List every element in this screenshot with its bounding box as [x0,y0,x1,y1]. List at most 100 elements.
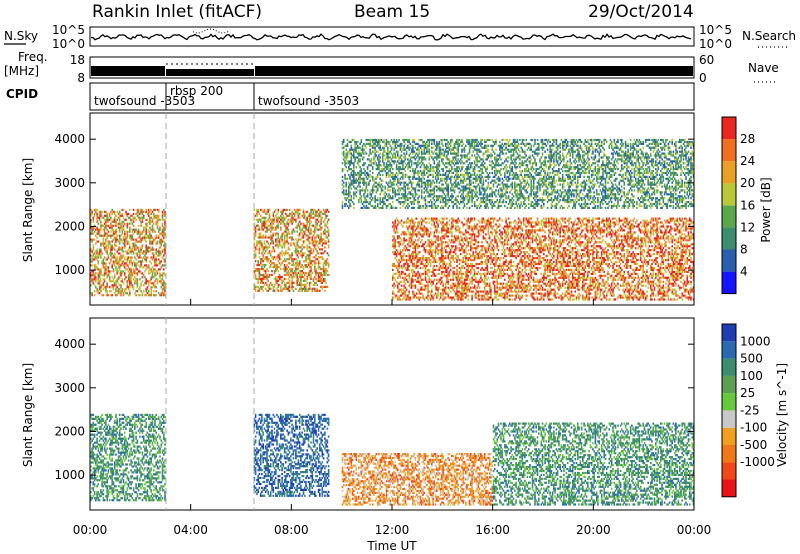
echo-cell [93,282,95,284]
echo-cell [502,285,504,287]
echo-cell [270,242,272,244]
echo-cell [317,219,319,221]
echo-cell [520,239,522,241]
echo-cell [288,229,290,231]
echo-cell [106,237,108,239]
echo-cell [465,229,467,231]
echo-cell [424,298,426,300]
echo-cell [481,247,483,249]
echo-cell [398,263,400,265]
echo-cell [261,209,263,211]
echo-cell [447,279,449,281]
echo-cell [278,211,280,213]
echo-cell [454,291,456,293]
echo-cell [148,270,150,272]
echo-cell [403,265,405,267]
echo-cell [157,264,159,266]
echo-cell [449,239,451,241]
echo-cell [120,264,122,266]
echo-cell [512,298,514,300]
echo-cell [132,235,134,237]
echo-cell [284,223,286,225]
echo-cell [154,231,156,233]
echo-cell [500,273,502,275]
echo-cell [441,223,443,225]
echo-cell [296,254,298,256]
echo-cell [474,269,476,271]
echo-cell [488,259,490,261]
echo-cell [260,234,262,236]
echo-cell [435,253,437,255]
echo-cell [421,261,423,263]
echo-cell [480,227,482,229]
echo-cell [280,268,282,270]
echo-cell [93,280,95,282]
echo-cell [145,252,147,254]
echo-cell [295,272,297,274]
echo-cell [475,249,477,251]
echo-cell [295,258,297,260]
echo-cell [502,269,504,271]
echo-cell [437,237,439,239]
echo-cell [300,266,302,268]
echo-cell [436,261,438,263]
echo-cell [514,225,516,227]
echo-cell [278,227,280,229]
echo-cell [479,233,481,235]
echo-cell [255,254,257,256]
echo-cell [93,272,95,274]
echo-cell [392,279,394,281]
echo-cell [416,267,418,269]
echo-cell [493,273,495,275]
echo-cell [439,269,441,271]
echo-cell [122,213,124,215]
echo-cell [104,243,106,245]
echo-cell [129,209,131,211]
echo-cell [400,275,402,277]
echo-cell [488,249,490,251]
echo-cell [431,239,433,241]
echo-cell [479,231,481,233]
echo-cell [132,215,134,217]
echo-cell [468,259,470,261]
echo-cell [430,283,432,285]
echo-cell [519,249,521,251]
echo-cell [549,285,551,287]
echo-cell [541,223,543,225]
echo-cell [475,251,477,253]
echo-cell [534,261,536,263]
echo-cell [106,284,108,286]
echo-cell [452,239,454,241]
echo-cell [523,277,525,279]
echo-cell [259,256,261,258]
echo-cell [393,287,395,289]
echo-cell [529,255,531,257]
echo-cell [429,253,431,255]
echo-cell [452,275,454,277]
echo-cell [289,258,291,260]
echo-cell [135,219,137,221]
echo-cell [410,297,412,299]
echo-cell [328,211,330,213]
echo-cell [479,221,481,223]
echo-cell [393,277,395,279]
echo-cell [498,257,500,259]
echo-cell [115,266,117,268]
echo-cell [290,256,292,258]
echo-cell [303,223,305,225]
echo-cell [114,276,116,278]
echo-cell [270,223,272,225]
echo-cell [556,241,558,243]
echo-cell [430,241,432,243]
echo-cell [422,273,424,275]
echo-cell [255,274,257,276]
echo-cell [408,225,410,227]
echo-cell [124,231,126,233]
echo-cell [504,249,506,251]
echo-cell [529,269,531,271]
echo-cell [406,255,408,257]
echo-cell [259,276,261,278]
echo-cell [303,211,305,213]
echo-cell [318,217,320,219]
echo-cell [314,284,316,286]
